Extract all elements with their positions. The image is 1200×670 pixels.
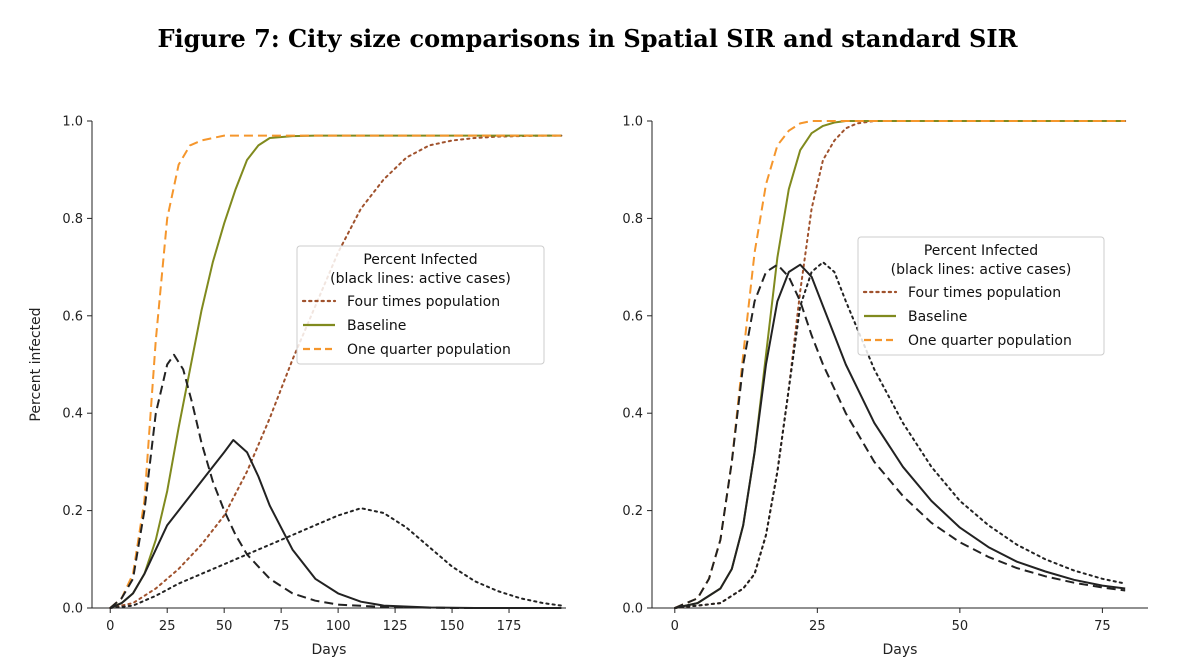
x-tick-label: 25 — [809, 619, 826, 634]
legend-entry-label: Four times population — [908, 285, 1061, 301]
legend-entry-label: Baseline — [347, 318, 406, 334]
series-line — [673, 120, 1127, 609]
y-tick-label: 1.0 — [622, 115, 643, 130]
series-line — [109, 134, 562, 609]
series-line — [109, 134, 562, 609]
y-tick-label: 0.8 — [622, 212, 643, 227]
legend-title: (black lines: active cases) — [891, 262, 1072, 278]
series-line — [673, 261, 1127, 609]
x-tick-label: 50 — [952, 619, 969, 634]
legend-box — [857, 236, 1105, 356]
y-tick-label: 0.4 — [622, 407, 643, 422]
legend-title: (black lines: active cases) — [330, 271, 511, 287]
x-tick-label: 0 — [106, 619, 114, 634]
y-tick-label: 1.0 — [62, 115, 83, 130]
x-tick-label: 25 — [159, 619, 176, 634]
x-tick-label: 175 — [497, 619, 522, 634]
legend-entry-label: Baseline — [908, 309, 967, 325]
series-line — [109, 439, 562, 609]
x-tick-label: 75 — [273, 619, 290, 634]
legend: Percent Infected (black lines: active cas… — [296, 245, 545, 365]
x-axis-label: Days — [883, 642, 918, 658]
legend-entry-label: One quarter population — [908, 333, 1072, 349]
y-tick-label: 0.6 — [622, 309, 643, 324]
legend: Percent Infected (black lines: active cas… — [857, 236, 1105, 356]
figure-title: Figure 7: City size comparisons in Spati… — [157, 24, 1018, 53]
x-tick-label: 150 — [440, 619, 465, 634]
series-line — [109, 134, 563, 609]
chart-panel-right: 0.0 0.2 0.4 0.6 0.8 1.0 0 25 50 75 Days Percent Inf… — [622, 115, 1148, 658]
y-tick-label: 0.8 — [62, 212, 83, 227]
series-line — [109, 353, 562, 609]
legend-box — [296, 245, 545, 365]
x-tick-label: 75 — [1094, 619, 1111, 634]
series-line — [674, 120, 1126, 609]
legend-title: Percent Infected — [363, 252, 477, 268]
x-tick-label: 50 — [216, 619, 233, 634]
y-tick-label: 0.6 — [62, 309, 83, 324]
legend-entry-label: One quarter population — [347, 342, 511, 358]
y-axis-label: Percent infected — [28, 307, 44, 421]
series-line — [674, 263, 1126, 609]
y-tick-label: 0.2 — [622, 504, 643, 519]
x-axis-label: Days — [312, 642, 347, 658]
x-tick-label: 125 — [383, 619, 408, 634]
y-tick-label: 0.0 — [62, 602, 83, 617]
y-tick-label: 0.4 — [62, 407, 83, 422]
y-tick-label: 0.2 — [62, 504, 83, 519]
legend-entry-label: Four times population — [347, 294, 500, 310]
x-tick-label: 0 — [671, 619, 679, 634]
y-tick-label: 0.0 — [622, 602, 643, 617]
x-tick-label: 100 — [326, 619, 351, 634]
chart-panel-left: 0.0 0.2 0.4 0.6 0.8 1.0 0 25 50 75 100 125 150 175 Day… — [28, 115, 566, 658]
legend-title: Percent Infected — [924, 243, 1038, 259]
series-line — [674, 120, 1126, 609]
series-line — [109, 507, 563, 609]
series-line — [674, 263, 1126, 609]
